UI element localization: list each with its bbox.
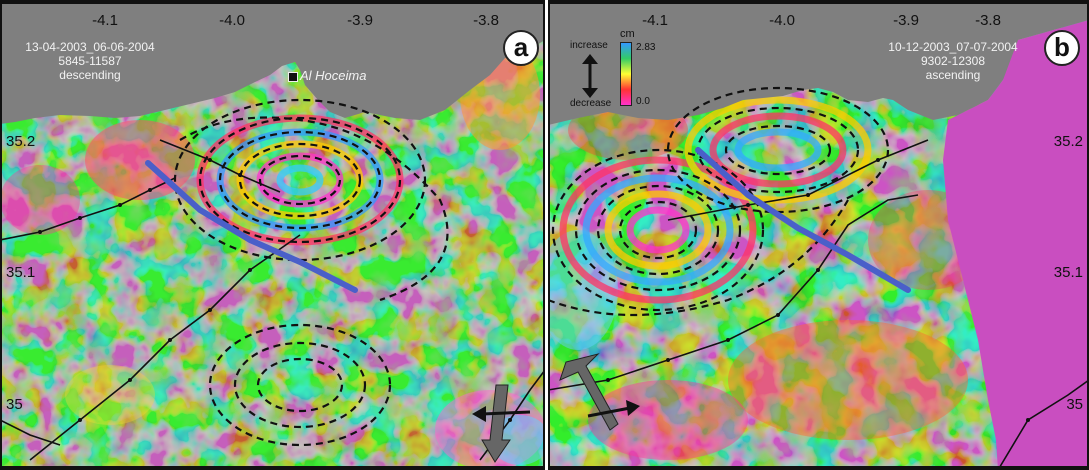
fringe-lobes xyxy=(559,96,872,304)
fault-teeth xyxy=(606,158,1030,422)
flight-direction-arrow-icon xyxy=(481,384,511,463)
colorbar-min-label: 0.0 xyxy=(636,96,650,107)
date-range: 13-04-2003_06-06-2004 xyxy=(25,40,155,54)
lat-tick-label: 35.1 xyxy=(1053,264,1083,281)
look-direction-arrow-icon xyxy=(587,400,640,418)
deformation-patch xyxy=(0,165,80,235)
lat-tick-label: 35.1 xyxy=(6,264,36,281)
map-b-canvas xyxy=(548,0,1089,470)
lon-tick-label: -4.1 xyxy=(92,12,118,29)
lat-tick-label: 35 xyxy=(6,396,23,413)
increase-label: increase xyxy=(570,40,608,51)
sea-area xyxy=(548,0,1089,125)
panel-badge: a xyxy=(503,30,539,66)
fault-trace xyxy=(145,160,358,293)
panel-badge: b xyxy=(1044,30,1080,66)
unit-label: cm xyxy=(620,28,635,40)
interferogram-panel-b: -4.1 -4.0 -3.9 -3.8 35.2 35.1 35 increas… xyxy=(548,0,1089,470)
track-direction: descending xyxy=(59,68,121,82)
lon-tick-label: -4.1 xyxy=(642,12,668,29)
lon-tick-label: -3.8 xyxy=(975,12,1001,29)
lat-tick-label: 35.2 xyxy=(1053,133,1083,150)
deformation-patch xyxy=(728,320,968,440)
track-direction: ascending xyxy=(925,68,981,82)
orbit-numbers: 5845-11587 xyxy=(58,54,122,68)
decrease-label: decrease xyxy=(570,98,612,109)
interferogram-info: 13-04-2003_06-06-2004 5845-11587 descend… xyxy=(20,40,160,82)
colorbar xyxy=(620,42,632,106)
fault-teeth xyxy=(38,158,512,422)
lon-tick-label: -3.9 xyxy=(347,12,373,29)
city-marker-icon xyxy=(288,72,298,82)
interferogram-panel-a: -4.1 -4.0 -3.9 -3.8 35.2 35.1 35 13-04-2… xyxy=(0,0,545,470)
flight-direction-arrow-icon xyxy=(559,353,619,431)
double-arrow-icon xyxy=(582,54,598,98)
lat-tick-label: 35.2 xyxy=(6,133,36,150)
fringe-contours xyxy=(173,98,449,447)
city-label: Al Hoceima xyxy=(300,68,367,83)
no-data-mask xyxy=(943,20,1089,470)
orbit-numbers: 9302-12308 xyxy=(920,54,986,68)
interferogram-info: 10-12-2003_07-07-2004 9302-12308 ascendi… xyxy=(878,40,1028,82)
sea-area xyxy=(0,0,545,124)
deformation-patch xyxy=(588,380,748,460)
lon-tick-label: -4.0 xyxy=(769,12,795,29)
lat-tick-label: 35 xyxy=(1066,396,1083,413)
lon-tick-label: -3.8 xyxy=(473,12,499,29)
color-scale-legend: increase decrease cm 2.83 0.0 xyxy=(558,24,668,124)
map-a-canvas xyxy=(0,0,545,470)
colorbar-max-label: 2.83 xyxy=(636,42,656,53)
lon-tick-label: -4.0 xyxy=(219,12,245,29)
date-range: 10-12-2003_07-07-2004 xyxy=(888,40,1018,54)
look-direction-arrow-icon xyxy=(472,406,531,422)
fault-trace xyxy=(695,147,911,293)
lon-tick-label: -3.9 xyxy=(893,12,919,29)
